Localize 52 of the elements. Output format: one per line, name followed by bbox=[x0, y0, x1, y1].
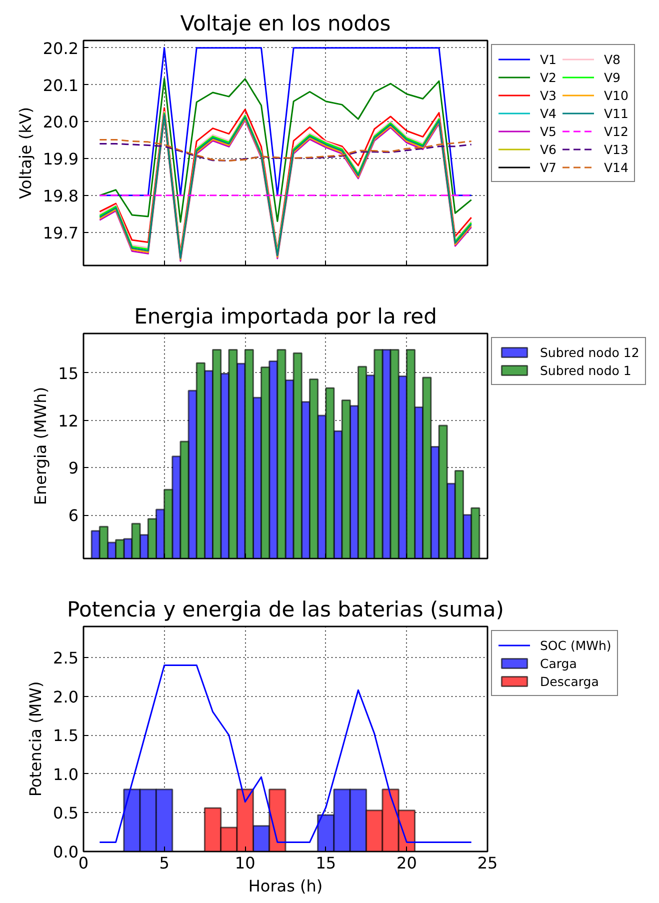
y-tick-label: 2.0 bbox=[53, 687, 79, 706]
x-tick-label: 25 bbox=[477, 854, 498, 872]
chart-title: Energia importada por la red bbox=[134, 304, 437, 328]
legend-label: V10 bbox=[604, 87, 628, 103]
y-tick-label: 2.5 bbox=[53, 648, 79, 668]
y-tick-label: 20.2 bbox=[42, 38, 78, 58]
y-tick-label: 6 bbox=[68, 506, 79, 526]
legend-label: V11 bbox=[604, 105, 628, 121]
legend-label: V9 bbox=[604, 69, 622, 85]
x-tick-label: 0 bbox=[78, 854, 89, 872]
legend-label: SOC (MWh) bbox=[540, 637, 612, 653]
legend-label: Subred nodo 1 bbox=[540, 362, 632, 378]
legend-label: V2 bbox=[540, 69, 558, 85]
y-tick-label: 20.1 bbox=[42, 76, 78, 95]
legend-label: V5 bbox=[540, 123, 558, 139]
line-series bbox=[98, 138, 472, 162]
x-tick-label: 15 bbox=[316, 854, 336, 872]
chart-title: Potencia y energia de las baterias (suma) bbox=[67, 598, 504, 622]
legend-label: V7 bbox=[540, 159, 558, 175]
legend-label: V1 bbox=[540, 51, 558, 67]
legend-label: Subred nodo 12 bbox=[540, 344, 640, 360]
y-tick-label: 19.7 bbox=[42, 223, 78, 242]
y-axis-title: Energia (MWh) bbox=[31, 386, 50, 506]
x-axis-title: Horas (h) bbox=[248, 876, 323, 896]
legend-label: V4 bbox=[540, 105, 558, 121]
y-tick-label: 19.8 bbox=[42, 186, 78, 206]
legend-label: Carga bbox=[540, 655, 577, 671]
line-series bbox=[98, 664, 472, 843]
legend-label: V8 bbox=[604, 51, 622, 67]
x-tick-label: 10 bbox=[234, 854, 256, 872]
legend-label: V12 bbox=[604, 123, 628, 139]
line-series bbox=[98, 78, 472, 223]
chart-title: Voltaje en los nodos bbox=[180, 12, 391, 36]
x-tick-label: 5 bbox=[159, 854, 170, 872]
y-tick-label: 12 bbox=[58, 411, 78, 430]
y-tick-label: 1.0 bbox=[53, 764, 79, 784]
legend-label: V6 bbox=[540, 141, 558, 157]
y-axis-title: Voltaje (kV) bbox=[16, 106, 35, 200]
y-tick-label: 0.5 bbox=[53, 804, 79, 823]
y-tick-label: 9 bbox=[68, 458, 79, 478]
y-axis-title: Potencia (MW) bbox=[26, 681, 46, 797]
legend-label: V14 bbox=[604, 159, 628, 175]
legend-label: Descarga bbox=[540, 673, 599, 689]
y-tick-label: 0.0 bbox=[53, 842, 79, 862]
legend-label: V13 bbox=[604, 141, 628, 157]
y-tick-label: 19.9 bbox=[42, 150, 78, 169]
y-tick-label: 15 bbox=[58, 364, 78, 383]
y-tick-label: 1.5 bbox=[53, 726, 79, 746]
x-tick-label: 20 bbox=[396, 854, 417, 872]
legend-label: V3 bbox=[540, 87, 558, 103]
y-tick-label: 20.0 bbox=[42, 112, 78, 132]
line-series bbox=[98, 143, 472, 162]
